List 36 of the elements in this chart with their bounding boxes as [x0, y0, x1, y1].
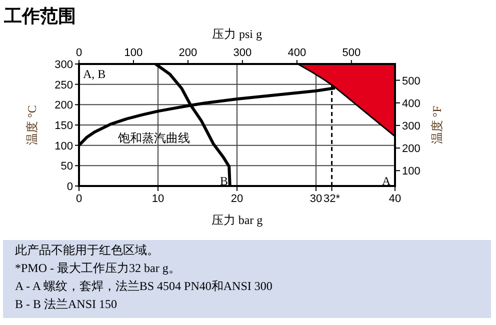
y-tick-label: 300	[54, 59, 73, 71]
x2-tick-label: 200	[178, 47, 198, 59]
x-tick-label: 10	[152, 193, 164, 205]
y2-tick-label: 200	[402, 143, 420, 156]
annotation: A, B	[83, 67, 106, 81]
text: *PMO - 最大工作压力32 bar g。	[15, 261, 180, 275]
y2-tick-label: 400	[402, 98, 420, 110]
y-tick-label: 0	[66, 181, 73, 193]
chart-title: 工作范围	[3, 6, 76, 26]
y-tick-label: 150	[54, 120, 73, 132]
x-tick-label: 30	[310, 193, 322, 205]
text: A - A 螺纹，套焊，法兰BS 4504 PN40和ANSI 300	[15, 279, 272, 293]
x-tick-label: 40	[388, 193, 402, 205]
text: 此产品不能用于红色区域。	[15, 243, 159, 257]
y-tick-label: 50	[60, 160, 73, 173]
x2-tick-label: 300	[233, 47, 252, 59]
y-axis-title: 温度 °C	[25, 105, 39, 145]
y2-tick-label: 300	[402, 120, 420, 132]
text: B - B 法兰ANSI 150	[15, 297, 118, 311]
x2-axis-title: 压力 psi g	[212, 27, 262, 41]
x2-tick-label: 0	[76, 47, 82, 59]
x-tick-label: 20	[230, 193, 244, 205]
x2-tick-label: 100	[124, 47, 143, 59]
x-axis-title: 压力 bar g	[211, 213, 263, 227]
x2-tick-label: 400	[288, 47, 306, 59]
x-tick-label: 0	[76, 193, 82, 205]
x2-tick-label: 500	[342, 47, 361, 59]
y-tick-label: 250	[54, 79, 73, 92]
y2-axis-title: 温度 °F	[430, 105, 444, 144]
y2-tick-label: 100	[402, 166, 420, 178]
annotation: B	[220, 174, 228, 188]
x-tick-label: 32*	[324, 193, 341, 205]
y-tick-label: 100	[54, 140, 73, 152]
y2-tick-label: 500	[402, 75, 420, 88]
y-tick-label: 200	[54, 100, 73, 112]
annotation: A	[382, 174, 391, 188]
